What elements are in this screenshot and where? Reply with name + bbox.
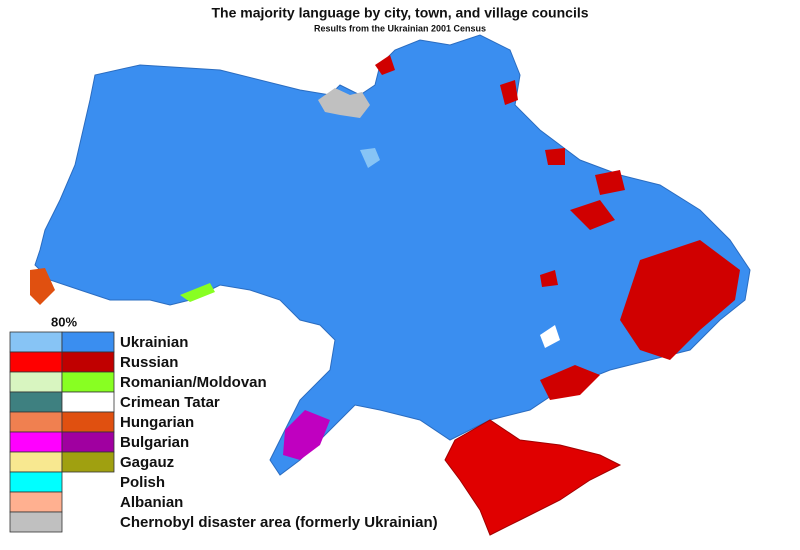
legend-swatch-light	[9, 371, 63, 393]
legend-swatch-light	[9, 431, 63, 453]
legend-label: Crimean Tatar	[120, 394, 220, 411]
legend-label: Ukrainian	[120, 334, 188, 351]
legend-label: Russian	[120, 354, 178, 371]
legend-swatch-dark	[61, 411, 115, 433]
legend-swatch-light	[9, 451, 63, 473]
russian-area	[540, 365, 600, 400]
chernobyl-zone	[318, 88, 370, 118]
russian-area	[620, 240, 740, 360]
legend-label: Chernobyl disaster area (formerly Ukrain…	[120, 514, 438, 531]
map-title: The majority language by city, town, and…	[211, 5, 588, 21]
legend-swatch-dark	[61, 451, 115, 473]
legend: Ukrainian Russian Romanian/Moldovan Crimean…	[9, 331, 438, 533]
legend-label: Bulgarian	[120, 434, 189, 451]
crimea-region	[444, 419, 622, 536]
light-blue-area	[360, 148, 380, 168]
russian-area	[570, 200, 615, 230]
legend-swatch-light	[9, 351, 63, 373]
map	[30, 34, 751, 536]
legend-swatch-light	[9, 511, 63, 533]
legend-swatch-dark	[61, 391, 115, 413]
russian-area	[540, 270, 558, 287]
romanian-area	[180, 283, 215, 302]
legend-swatch-light	[9, 331, 63, 353]
legend-label: Polish	[120, 474, 165, 491]
map-subtitle: Results from the Ukrainian 2001 Census	[314, 23, 486, 33]
legend-label: Romanian/Moldovan	[120, 374, 267, 391]
legend-swatch-light	[9, 411, 63, 433]
legend-threshold: 80%	[51, 314, 77, 329]
russian-area	[595, 170, 625, 195]
legend-swatch-dark	[61, 371, 115, 393]
legend-swatch-dark	[61, 431, 115, 453]
white-area	[540, 325, 560, 348]
russian-area	[375, 55, 395, 75]
legend-label: Hungarian	[120, 414, 194, 431]
russian-area	[545, 148, 565, 165]
legend-swatch-light	[9, 471, 63, 493]
legend-label: Gagauz	[120, 454, 174, 471]
legend-swatch-dark	[61, 331, 115, 353]
bulgarian-area	[283, 410, 330, 460]
legend-swatch-light	[9, 391, 63, 413]
legend-swatch-dark	[61, 351, 115, 373]
hungarian-area	[30, 268, 55, 305]
legend-label: Albanian	[120, 494, 183, 511]
legend-swatch-light	[9, 491, 63, 513]
russian-area	[500, 80, 518, 105]
